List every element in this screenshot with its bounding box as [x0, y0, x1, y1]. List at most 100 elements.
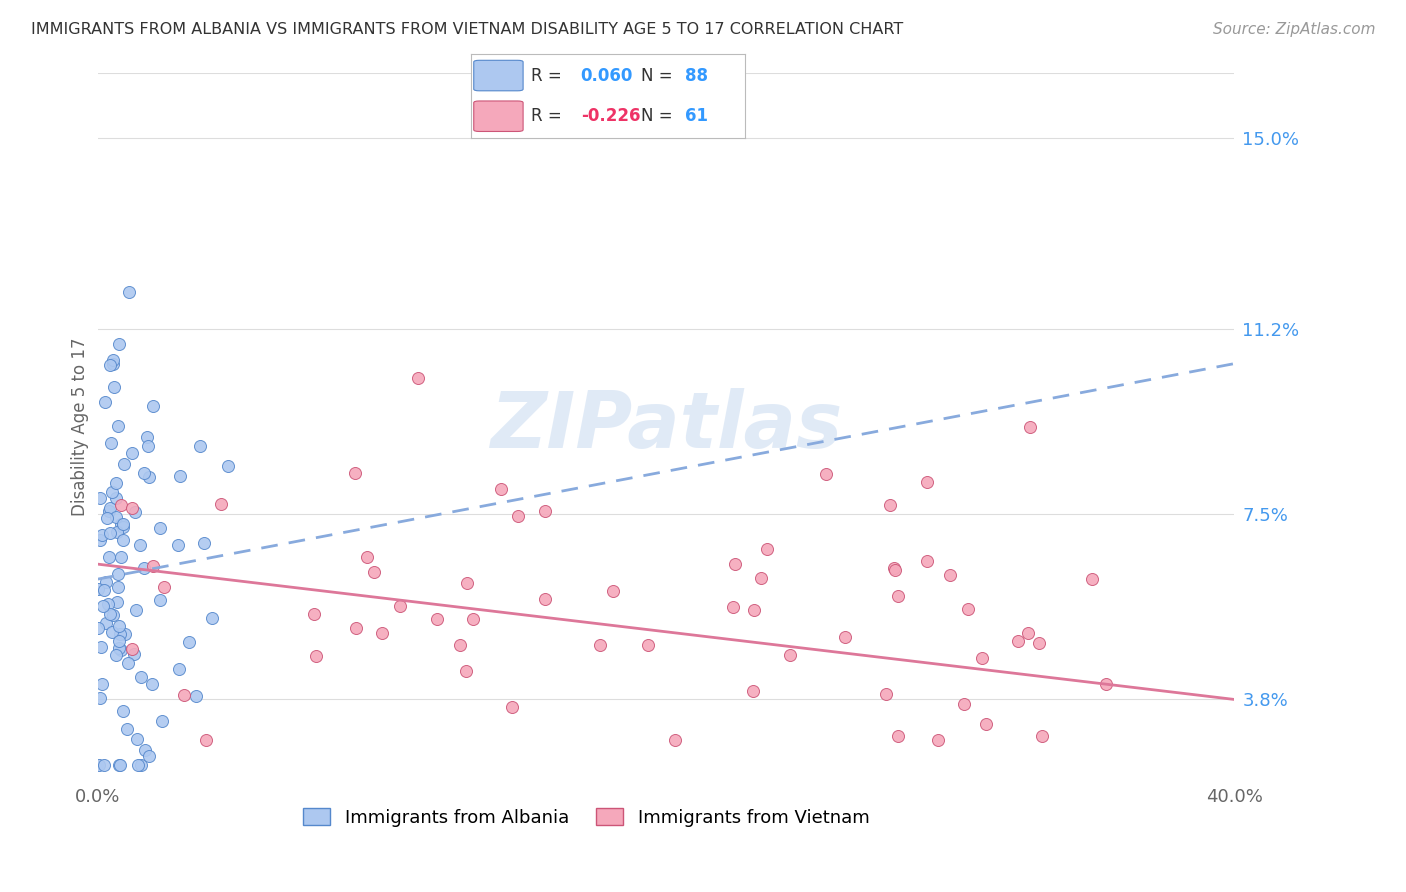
Point: [875, 687, 897, 701]
Point: [463, 612, 485, 626]
Point: [884, 563, 907, 577]
Point: [724, 557, 747, 571]
Point: [976, 716, 998, 731]
Text: 88: 88: [685, 67, 707, 85]
Point: [169, 469, 191, 483]
Point: [602, 584, 624, 599]
Point: [344, 621, 367, 635]
Point: [1007, 634, 1029, 648]
Point: [121, 642, 143, 657]
Point: [110, 499, 132, 513]
Point: [105, 509, 128, 524]
Point: [132, 561, 155, 575]
Text: 61: 61: [685, 107, 707, 125]
Point: [98, 504, 121, 518]
Point: [134, 743, 156, 757]
Point: [138, 470, 160, 484]
FancyBboxPatch shape: [474, 101, 523, 131]
Point: [664, 732, 686, 747]
Point: [142, 558, 165, 573]
Point: [956, 601, 979, 615]
Point: [186, 690, 208, 704]
Point: [169, 662, 191, 676]
Point: [589, 638, 612, 652]
Text: N =: N =: [641, 107, 672, 125]
Point: [118, 285, 141, 299]
Point: [110, 643, 132, 657]
Point: [105, 594, 128, 608]
Point: [91, 599, 114, 613]
Point: [756, 541, 779, 556]
Point: [356, 550, 378, 565]
Point: [1017, 626, 1039, 640]
Point: [108, 634, 131, 648]
Point: [127, 757, 149, 772]
Point: [98, 607, 121, 622]
Point: [1081, 572, 1104, 586]
Point: [406, 371, 429, 385]
Point: [129, 670, 152, 684]
Point: [100, 501, 122, 516]
Point: [121, 446, 143, 460]
Point: [105, 525, 128, 540]
Point: [125, 603, 148, 617]
Text: R =: R =: [531, 107, 562, 125]
Point: [97, 549, 120, 564]
Point: [101, 625, 124, 640]
Point: [150, 714, 173, 728]
Point: [111, 533, 134, 548]
Point: [363, 565, 385, 579]
Point: [114, 627, 136, 641]
Point: [93, 757, 115, 772]
Point: [779, 648, 801, 663]
Point: [506, 508, 529, 523]
Point: [883, 561, 905, 575]
Point: [104, 648, 127, 662]
Point: [104, 491, 127, 505]
Point: [344, 466, 367, 480]
Point: [112, 457, 135, 471]
Point: [138, 749, 160, 764]
Point: [104, 475, 127, 490]
Point: [100, 435, 122, 450]
Point: [107, 757, 129, 772]
Point: [97, 598, 120, 612]
Point: [87, 582, 110, 597]
Point: [91, 677, 114, 691]
Point: [103, 352, 125, 367]
Point: [138, 439, 160, 453]
Point: [209, 497, 232, 511]
Text: IMMIGRANTS FROM ALBANIA VS IMMIGRANTS FROM VIETNAM DISABILITY AGE 5 TO 17 CORREL: IMMIGRANTS FROM ALBANIA VS IMMIGRANTS FR…: [31, 22, 903, 37]
Point: [86, 621, 108, 635]
Point: [194, 732, 217, 747]
Point: [89, 690, 111, 705]
Point: [501, 700, 523, 714]
Point: [141, 677, 163, 691]
Point: [132, 466, 155, 480]
Point: [96, 616, 118, 631]
Point: [814, 467, 837, 481]
Point: [107, 567, 129, 582]
Point: [131, 757, 153, 772]
Point: [93, 583, 115, 598]
Point: [637, 638, 659, 652]
Point: [91, 527, 114, 541]
Point: [89, 533, 111, 548]
FancyBboxPatch shape: [474, 61, 523, 91]
Point: [117, 657, 139, 671]
Point: [742, 684, 765, 698]
Text: R =: R =: [531, 67, 562, 85]
Point: [201, 611, 224, 625]
Point: [115, 722, 138, 736]
Point: [1095, 677, 1118, 691]
Point: [879, 498, 901, 512]
Point: [107, 580, 129, 594]
Point: [152, 580, 174, 594]
Point: [939, 568, 962, 582]
Point: [927, 732, 949, 747]
Point: [173, 688, 195, 702]
Point: [98, 358, 121, 372]
Point: [742, 603, 765, 617]
Point: [887, 590, 910, 604]
Point: [107, 419, 129, 434]
